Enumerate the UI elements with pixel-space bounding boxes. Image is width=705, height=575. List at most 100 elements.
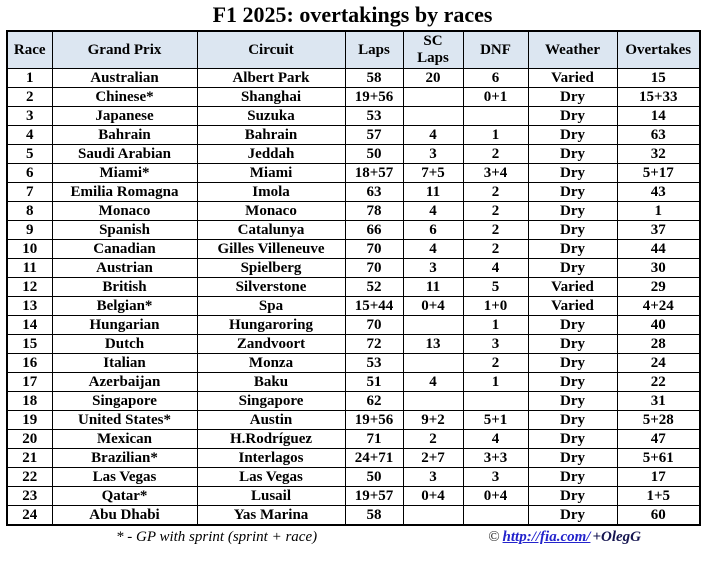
cell-grand-prix: Monaco [51, 201, 198, 221]
cell-race: 22 [6, 467, 53, 487]
cell-weather: Varied [527, 277, 618, 297]
cell-overtakes: 63 [616, 125, 701, 145]
cell-dnf [462, 106, 529, 126]
column-header-race: Race [6, 30, 53, 69]
table-row: 19 United States* Austin 19+56 9+2 5+1 Dry 5+28 [6, 410, 701, 430]
cell-grand-prix: Dutch [51, 334, 198, 354]
cell-overtakes: 44 [616, 239, 701, 259]
cell-grand-prix: Las Vegas [51, 467, 198, 487]
cell-circuit: Imola [196, 182, 346, 202]
cell-grand-prix: Austrian [51, 258, 198, 278]
cell-grand-prix: United States* [51, 410, 198, 430]
cell-overtakes: 1 [616, 201, 701, 221]
cell-grand-prix: Emilia Romagna [51, 182, 198, 202]
cell-circuit: Silverstone [196, 277, 346, 297]
cell-race: 10 [6, 239, 53, 259]
cell-dnf: 4 [462, 429, 529, 449]
cell-sc-laps: 4 [402, 239, 464, 259]
table-row: 9 Spanish Catalunya 66 6 2 Dry 37 [6, 220, 701, 240]
cell-sc-laps: 7+5 [402, 163, 464, 183]
cell-circuit: Bahrain [196, 125, 346, 145]
cell-race: 8 [6, 201, 53, 221]
cell-weather: Dry [527, 410, 618, 430]
cell-circuit: Yas Marina [196, 505, 346, 526]
cell-weather: Dry [527, 239, 618, 259]
cell-dnf: 3+4 [462, 163, 529, 183]
cell-dnf [462, 391, 529, 411]
cell-dnf: 5 [462, 277, 529, 297]
credit-line: © http://fia.com/+OlegG [488, 529, 641, 546]
cell-weather: Dry [527, 315, 618, 335]
cell-weather: Dry [527, 467, 618, 487]
cell-circuit: Catalunya [196, 220, 346, 240]
cell-sc-laps: 4 [402, 125, 464, 145]
cell-laps: 63 [344, 182, 404, 202]
cell-grand-prix: Belgian* [51, 296, 198, 316]
cell-race: 24 [6, 505, 53, 526]
cell-sc-laps: 0+4 [402, 486, 464, 506]
cell-laps: 18+57 [344, 163, 404, 183]
cell-circuit: Albert Park [196, 68, 346, 88]
cell-overtakes: 5+61 [616, 448, 701, 468]
cell-dnf: 1 [462, 315, 529, 335]
cell-dnf: 0+1 [462, 87, 529, 107]
author-name: +OlegG [592, 529, 641, 545]
sprint-footnote: * - GP with sprint (sprint + race) [116, 529, 318, 545]
table-row: 10 Canadian Gilles Villeneuve 70 4 2 Dry 44 [6, 239, 701, 259]
cell-grand-prix: Saudi Arabian [51, 144, 198, 164]
cell-race: 7 [6, 182, 53, 202]
cell-weather: Dry [527, 429, 618, 449]
cell-circuit: Gilles Villeneuve [196, 239, 346, 259]
cell-weather: Dry [527, 448, 618, 468]
cell-sc-laps: 3 [402, 144, 464, 164]
cell-laps: 19+56 [344, 87, 404, 107]
cell-grand-prix: Bahrain [51, 125, 198, 145]
cell-sc-laps [402, 87, 464, 107]
cell-weather: Dry [527, 334, 618, 354]
cell-grand-prix: Qatar* [51, 486, 198, 506]
table-row: 15 Dutch Zandvoort 72 13 3 Dry 28 [6, 334, 701, 354]
cell-overtakes: 29 [616, 277, 701, 297]
cell-race: 11 [6, 258, 53, 278]
cell-dnf: 1 [462, 372, 529, 392]
table-row: 6 Miami* Miami 18+57 7+5 3+4 Dry 5+17 [6, 163, 701, 183]
table-row: 14 Hungarian Hungaroring 70 1 Dry 40 [6, 315, 701, 335]
cell-weather: Dry [527, 258, 618, 278]
fia-link[interactable]: http://fia.com/ [502, 529, 591, 545]
table-body: 1 Australian Albert Park 58 20 6 Varied 15 2 Chin… [6, 68, 701, 526]
table-row: 22 Las Vegas Las Vegas 50 3 3 Dry 17 [6, 467, 701, 487]
cell-grand-prix: Spanish [51, 220, 198, 240]
cell-sc-laps: 0+4 [402, 296, 464, 316]
cell-laps: 50 [344, 467, 404, 487]
cell-laps: 66 [344, 220, 404, 240]
cell-laps: 19+56 [344, 410, 404, 430]
cell-race: 9 [6, 220, 53, 240]
cell-dnf: 1+0 [462, 296, 529, 316]
cell-sc-laps: 2+7 [402, 448, 464, 468]
cell-dnf: 3 [462, 334, 529, 354]
table-row: 18 Singapore Singapore 62 Dry 31 [6, 391, 701, 411]
cell-race: 6 [6, 163, 53, 183]
cell-sc-laps: 20 [402, 68, 464, 88]
cell-dnf: 3 [462, 467, 529, 487]
header-row: Race Grand Prix Circuit Laps SC Laps DNF Weath… [6, 30, 701, 69]
cell-laps: 71 [344, 429, 404, 449]
cell-laps: 72 [344, 334, 404, 354]
cell-dnf: 2 [462, 220, 529, 240]
cell-weather: Dry [527, 201, 618, 221]
footer: * - GP with sprint (sprint + race) © http… [116, 529, 641, 546]
cell-laps: 53 [344, 106, 404, 126]
cell-overtakes: 32 [616, 144, 701, 164]
cell-circuit: Las Vegas [196, 467, 346, 487]
cell-circuit: Monaco [196, 201, 346, 221]
cell-dnf: 2 [462, 144, 529, 164]
cell-overtakes: 15+33 [616, 87, 701, 107]
cell-race: 14 [6, 315, 53, 335]
cell-dnf: 2 [462, 182, 529, 202]
table-row: 17 Azerbaijan Baku 51 4 1 Dry 22 [6, 372, 701, 392]
column-header-grand-prix: Grand Prix [51, 30, 198, 69]
cell-sc-laps [402, 353, 464, 373]
cell-circuit: Miami [196, 163, 346, 183]
cell-dnf: 3+3 [462, 448, 529, 468]
cell-circuit: Hungaroring [196, 315, 346, 335]
